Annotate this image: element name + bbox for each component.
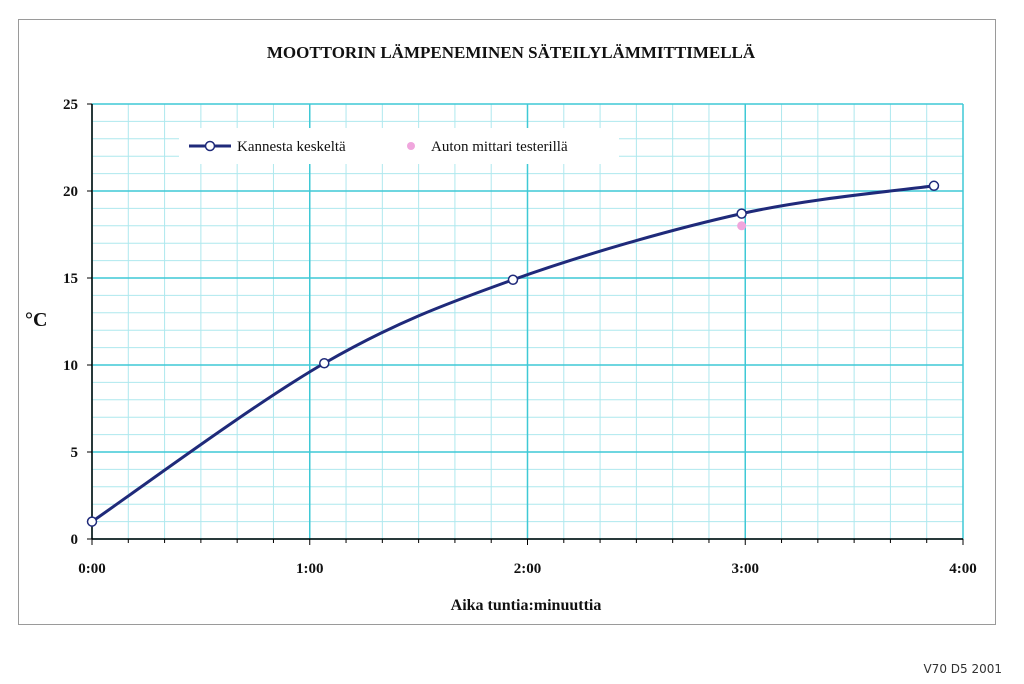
data-point-secondary (737, 221, 747, 231)
data-point (507, 274, 519, 285)
legend-marker-swatch-secondary (407, 142, 415, 150)
grid-layer (91, 103, 964, 540)
legend: Kannesta keskeltä Auton mittari testerill… (179, 128, 619, 164)
footer-note: V70 D5 2001 (923, 662, 1002, 676)
y-tick-label: 10 (63, 358, 78, 374)
data-point (928, 180, 940, 192)
y-tick-label: 0 (71, 532, 79, 548)
chart-title: MOOTTORIN LÄMPENEMINEN SÄTEILYLÄMMITTIME… (267, 43, 756, 62)
legend-label: Auton mittari testerillä (431, 139, 568, 155)
y-tick-label: 15 (63, 271, 78, 287)
x-tick-label: 1:00 (296, 561, 324, 577)
y-axis-label: °C (25, 309, 47, 331)
x-tick-label: 3:00 (732, 561, 760, 577)
chart-frame: MOOTTORIN LÄMPENEMINEN SÄTEILYLÄMMITTIME… (18, 19, 996, 625)
series-line-0 (91, 184, 935, 523)
legend-label: Kannesta keskeltä (237, 139, 346, 155)
series-layer (86, 180, 940, 527)
axis-layer: 0:00 1:00 2:00 3:00 4:00 0 5 10 15 20 25 (63, 97, 977, 577)
x-axis-label: Aika tuntia:minuuttia (451, 597, 602, 614)
y-tick-label: 20 (63, 184, 78, 200)
y-tick-label: 25 (63, 97, 78, 113)
legend-marker-swatch (204, 140, 216, 152)
data-point (86, 516, 98, 527)
x-tick-label: 4:00 (949, 561, 977, 577)
x-tick-label: 0:00 (78, 561, 106, 577)
legend-box (179, 128, 619, 164)
y-tick-label: 5 (71, 445, 79, 461)
x-tick-label: 2:00 (514, 561, 542, 577)
data-point (736, 208, 747, 219)
chart-svg: MOOTTORIN LÄMPENEMINEN SÄTEILYLÄMMITTIME… (25, 43, 977, 614)
data-point (319, 358, 330, 369)
